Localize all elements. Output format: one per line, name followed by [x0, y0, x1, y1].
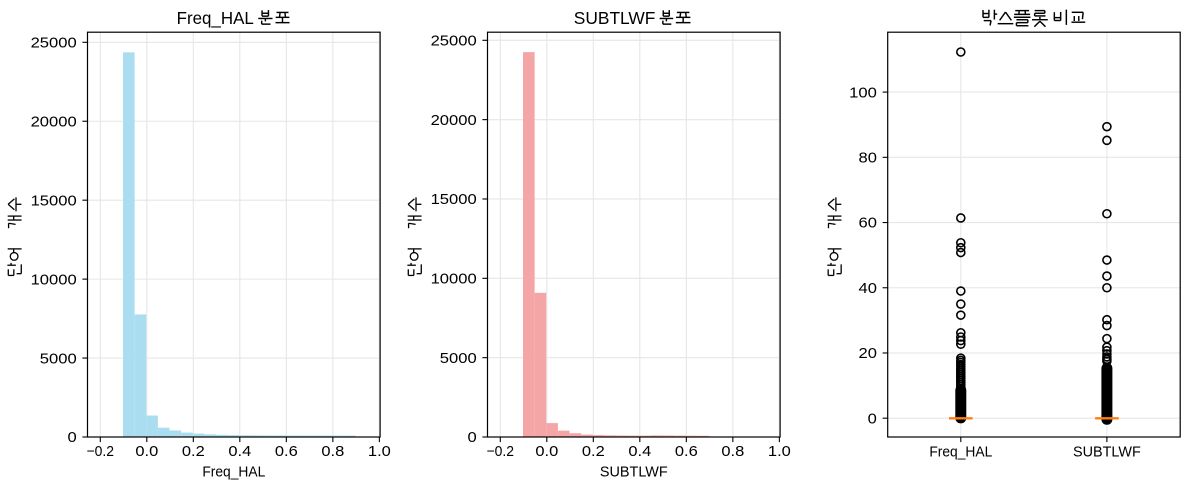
svg-text:25000: 25000 [31, 36, 77, 52]
svg-text:0.4: 0.4 [628, 444, 651, 460]
svg-text:1.0: 1.0 [768, 444, 791, 460]
svg-text:Freq_HAL: Freq_HAL [202, 464, 265, 480]
svg-text:20000: 20000 [431, 113, 477, 129]
svg-text:0.0: 0.0 [535, 444, 558, 460]
svg-text:SUBTLWF: SUBTLWF [574, 8, 656, 28]
svg-text:40: 40 [859, 281, 877, 297]
svg-text:SUBTLWF: SUBTLWF [1073, 445, 1141, 461]
svg-text:5000: 5000 [40, 351, 77, 367]
svg-text:0: 0 [868, 411, 877, 427]
svg-text:60: 60 [859, 216, 877, 232]
svg-text:15000: 15000 [31, 193, 77, 209]
svg-text:100: 100 [849, 85, 877, 101]
svg-text:20: 20 [859, 346, 877, 362]
svg-text:0.8: 0.8 [721, 444, 744, 460]
svg-text:0: 0 [68, 430, 77, 446]
svg-text:0.6: 0.6 [675, 444, 698, 460]
svg-text:25000: 25000 [431, 34, 477, 50]
svg-text:15000: 15000 [431, 192, 477, 208]
svg-text:80: 80 [859, 151, 877, 167]
svg-text:0.0: 0.0 [135, 444, 158, 460]
svg-text:5000: 5000 [440, 351, 477, 367]
svg-text:1.0: 1.0 [368, 444, 391, 460]
svg-text:0: 0 [468, 430, 477, 446]
svg-text:20000: 20000 [31, 114, 77, 130]
svg-text:0.2: 0.2 [182, 444, 205, 460]
svg-text:0.8: 0.8 [321, 444, 344, 460]
svg-text:−0.2: −0.2 [487, 444, 515, 460]
svg-text:10000: 10000 [431, 272, 477, 288]
svg-text:0.6: 0.6 [275, 444, 298, 460]
svg-text:Freq_HAL: Freq_HAL [929, 445, 992, 461]
svg-text:Freq_HAL: Freq_HAL [177, 8, 254, 29]
svg-text:−0.2: −0.2 [87, 444, 115, 460]
svg-text:10000: 10000 [31, 272, 77, 288]
svg-text:0.4: 0.4 [228, 444, 251, 460]
svg-text:0.2: 0.2 [582, 444, 605, 460]
svg-text:SUBTLWF: SUBTLWF [600, 464, 668, 480]
